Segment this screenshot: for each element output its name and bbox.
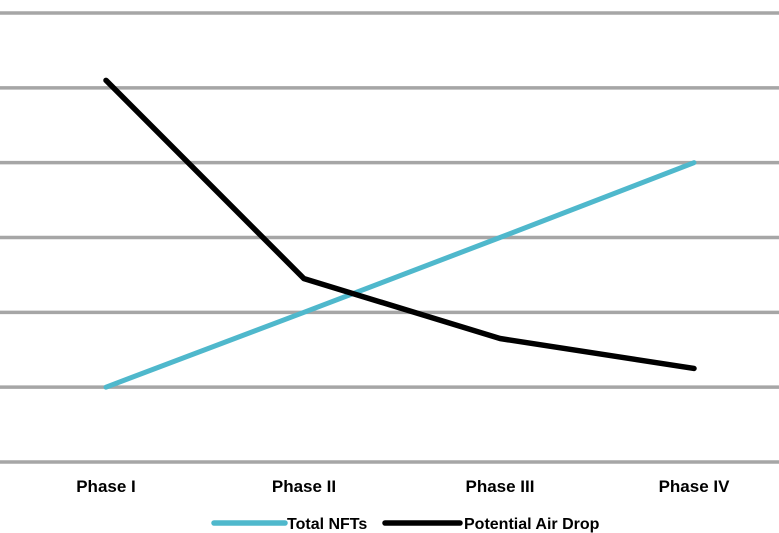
series-line-total-nfts <box>103 160 697 390</box>
legend-item: Potential Air Drop <box>382 516 600 533</box>
x-tick-label: Phase I <box>76 477 136 496</box>
x-tick-label: Phase IV <box>659 477 731 496</box>
x-tick-label: Phase II <box>272 477 336 496</box>
legend-label: Potential Air Drop <box>464 516 600 533</box>
legend-item: Total NFTs <box>211 516 367 533</box>
x-axis-tick-labels: Phase I Phase II Phase III Phase IV <box>76 477 730 496</box>
legend-label: Total NFTs <box>287 516 367 533</box>
series-line-potential-air-drop <box>103 77 697 372</box>
legend: Total NFTs Potential Air Drop <box>211 516 600 533</box>
gridlines <box>0 11 779 464</box>
x-tick-label: Phase III <box>466 477 535 496</box>
series-lines <box>103 77 697 390</box>
